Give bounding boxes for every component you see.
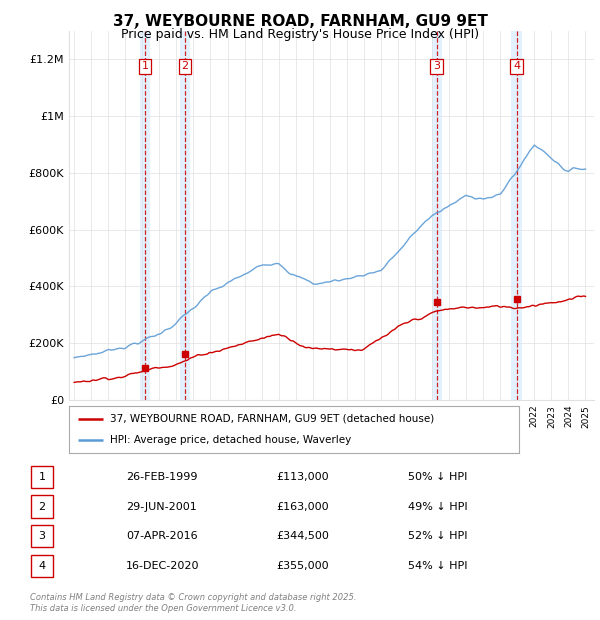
Text: 2: 2	[38, 502, 46, 512]
Text: HPI: Average price, detached house, Waverley: HPI: Average price, detached house, Wave…	[110, 435, 351, 445]
Text: 26-FEB-1999: 26-FEB-1999	[126, 472, 197, 482]
Text: Contains HM Land Registry data © Crown copyright and database right 2025.
This d: Contains HM Land Registry data © Crown c…	[30, 593, 356, 613]
Text: £355,000: £355,000	[276, 561, 329, 571]
Text: 52% ↓ HPI: 52% ↓ HPI	[408, 531, 467, 541]
Text: 4: 4	[38, 561, 46, 571]
Text: 16-DEC-2020: 16-DEC-2020	[126, 561, 199, 571]
Text: 49% ↓ HPI: 49% ↓ HPI	[408, 502, 467, 512]
Text: 29-JUN-2001: 29-JUN-2001	[126, 502, 197, 512]
Text: 1: 1	[142, 61, 148, 71]
Text: 37, WEYBOURNE ROAD, FARNHAM, GU9 9ET (detached house): 37, WEYBOURNE ROAD, FARNHAM, GU9 9ET (de…	[110, 414, 434, 423]
Text: 3: 3	[433, 61, 440, 71]
Text: 3: 3	[38, 531, 46, 541]
Text: 2: 2	[181, 61, 188, 71]
Bar	[511, 31, 522, 400]
Text: 07-APR-2016: 07-APR-2016	[126, 531, 197, 541]
Text: 50% ↓ HPI: 50% ↓ HPI	[408, 472, 467, 482]
Text: £113,000: £113,000	[276, 472, 329, 482]
Text: £344,500: £344,500	[276, 531, 329, 541]
Bar	[431, 31, 442, 400]
Text: 54% ↓ HPI: 54% ↓ HPI	[408, 561, 467, 571]
Bar	[140, 31, 150, 400]
Text: 1: 1	[38, 472, 46, 482]
Bar	[180, 31, 190, 400]
Text: 4: 4	[513, 61, 520, 71]
Text: £163,000: £163,000	[276, 502, 329, 512]
Text: Price paid vs. HM Land Registry's House Price Index (HPI): Price paid vs. HM Land Registry's House …	[121, 28, 479, 41]
Text: 37, WEYBOURNE ROAD, FARNHAM, GU9 9ET: 37, WEYBOURNE ROAD, FARNHAM, GU9 9ET	[113, 14, 487, 29]
